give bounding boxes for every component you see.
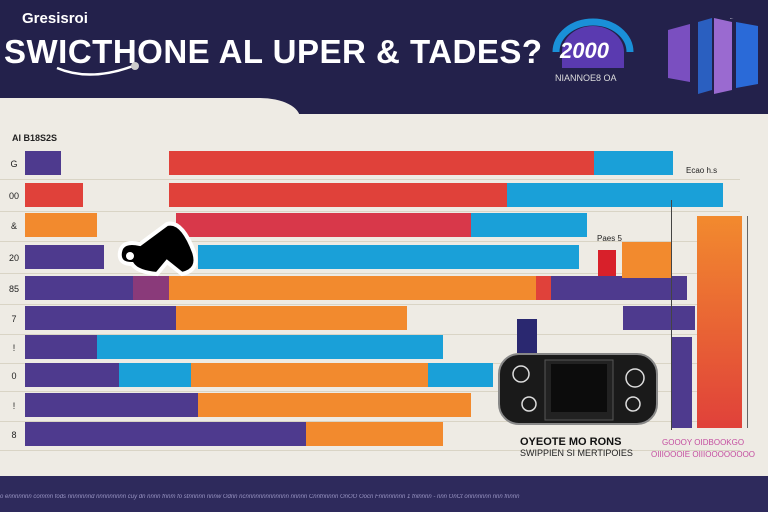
row-label: 00: [8, 191, 19, 201]
row-label: 0: [11, 371, 17, 381]
bar-segment: [428, 363, 493, 387]
footer-text: o ennnnnnn commn fods nnnnnnnd nnnnnnnnn…: [0, 494, 520, 500]
tag-icon: [598, 250, 616, 276]
bar-segment: [507, 183, 724, 207]
bar-segment: [169, 183, 508, 207]
bar-segment: [550, 276, 688, 300]
swoosh-icon: [56, 62, 139, 76]
divider: [671, 200, 672, 430]
pink-caption-1: GOOOY OIDBOOKGO: [662, 438, 745, 447]
bar-segment: [622, 306, 695, 330]
row-label: !: [12, 343, 16, 353]
row-label: 20: [8, 253, 19, 263]
game-console-icon: [498, 353, 658, 425]
bar-segment: [25, 422, 306, 446]
page-title: SWICTHONE AL UPER & TADES?: [4, 33, 543, 70]
pointer-icon: [117, 221, 198, 277]
badge-subtitle: NIANNOE8 OA: [555, 73, 617, 83]
row-label: G: [10, 159, 18, 169]
header-kicker: Gresisroi: [22, 10, 88, 27]
header-edge: [0, 98, 300, 118]
side-bar: [672, 336, 692, 428]
bar-chart: G 00 & 20 85 7! 0! 8: [0, 151, 742, 451]
bar-segment: [25, 276, 133, 300]
bar-segment: [169, 276, 537, 300]
badge-icon: [552, 18, 634, 68]
gridline: [0, 334, 740, 335]
row-label: !: [12, 401, 16, 411]
gridline: [0, 304, 740, 305]
columns-icon: [668, 18, 758, 94]
bar-segment: [197, 393, 472, 417]
bar-segment: [190, 363, 429, 387]
bar-segment: [97, 335, 443, 359]
bar-segment: [25, 335, 97, 359]
side-bar: [622, 242, 671, 279]
bar-segment: [176, 306, 407, 330]
bar-segment: [305, 422, 443, 446]
bar-segment: [593, 151, 673, 175]
bar-segment: [197, 245, 580, 269]
row-label: &: [10, 221, 17, 231]
qr-tag-icon: [517, 319, 537, 353]
bar-segment: [25, 183, 83, 207]
bar-segment: [25, 393, 198, 417]
header-banner: [0, 0, 768, 114]
bar-segment: [536, 276, 551, 300]
console-subcaption: SWIPPIEN SI MERTIPOIES: [520, 448, 633, 458]
row-label: 7: [11, 314, 17, 324]
bar-segment: [25, 363, 119, 387]
row-label: 85: [8, 284, 19, 294]
gridline: [0, 273, 740, 274]
gridline: [0, 450, 740, 451]
bar-segment: [118, 363, 191, 387]
bar-segment: [25, 213, 97, 237]
side-bar: [697, 216, 742, 428]
bar-segment: [471, 213, 587, 237]
bar-segment: [176, 213, 472, 237]
gridline: [0, 179, 740, 180]
row-label: 8: [11, 430, 17, 440]
pink-caption-2: OIIIOOOIE OIIIOOOOOOOO: [651, 450, 756, 459]
bar-segment: [25, 306, 177, 330]
footer: [0, 476, 768, 512]
divider: [747, 216, 748, 428]
bar-segment: [25, 245, 105, 269]
bar-segment: [133, 276, 169, 300]
annotation-2: Paes 5: [597, 234, 622, 243]
gridline: [0, 391, 740, 392]
gridline: [0, 421, 740, 422]
gridline: [0, 211, 740, 212]
badge-number: 2000: [560, 38, 609, 63]
bar-segment: [169, 151, 594, 175]
annotation-1: Ecao h.s: [686, 166, 718, 175]
bar-segment: [25, 151, 61, 175]
gridline: [0, 241, 740, 242]
axis-header: AI B18S2S: [12, 133, 58, 143]
console-caption: OYEOTE MO RONS: [520, 436, 622, 448]
